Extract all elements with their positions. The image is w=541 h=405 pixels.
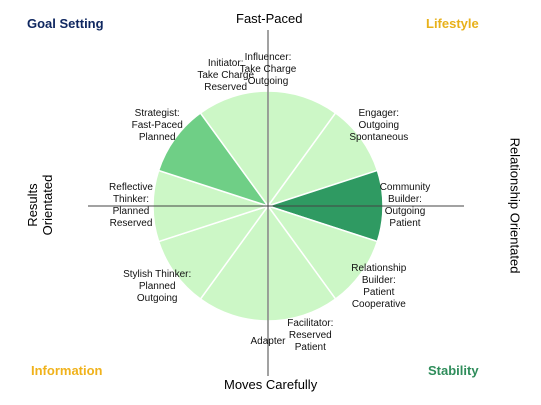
corner-stability: Stability: [428, 363, 479, 378]
segment-label-line: Planned: [138, 131, 176, 143]
segment-label-line: Strategist:: [134, 107, 180, 119]
segment-label-line: Community: [379, 182, 431, 193]
axis-label-right: Relationship Orientated: [507, 137, 523, 274]
axis-label-left-line1: Results: [25, 183, 40, 227]
wheel-segment-10: [199, 90, 269, 209]
segment-label-3: Community Builder: Outgoing Patient: [380, 182, 431, 230]
corner-information: Information: [31, 363, 103, 378]
axis-label-left-line2: Orientated: [40, 174, 55, 236]
segment-label-6: Adapter: [250, 336, 285, 348]
segment-label-line: Take Charge: [197, 69, 255, 81]
segment-label-line: Builder:: [388, 194, 422, 205]
segment-label-line: Initiator:: [207, 57, 244, 69]
wheel-segment-4: [266, 204, 379, 301]
segment-label-line: Influencer:: [244, 52, 292, 63]
wheel-segment-2: [266, 111, 379, 208]
segment-label-line: Facilitator:: [287, 318, 334, 330]
segment-label-line: Take Charge: [239, 64, 297, 75]
segment-label-line: Planned: [138, 280, 176, 292]
segment-label-line: Patient: [389, 218, 421, 229]
segment-label-line: Fast-Paced: [131, 119, 183, 131]
segment-label-line: Outgoing: [358, 119, 400, 131]
segment-label-line: Reserved: [109, 218, 153, 229]
segment-label-line: Reserved: [288, 330, 332, 342]
segment-label-line: Stylish Thinker:: [123, 268, 192, 280]
segment-label-line: Reflective: [109, 182, 153, 193]
segment-label-line: Patient: [363, 286, 395, 298]
segment-label-10: Initiator: Take Charge Reserved: [197, 58, 254, 94]
segment-label-line: Thinker:: [112, 194, 150, 205]
wheel-segment-9: [157, 111, 270, 208]
segment-label-2: Engager: Outgoing Spontaneous: [349, 108, 408, 144]
segment-label-line: Reserved: [204, 81, 248, 93]
segment-label-line: Spontaneous: [349, 131, 409, 143]
segment-label-9: Strategist: Fast-Paced Planned: [132, 108, 183, 144]
segment-label-1: Influencer: Take Charge Outgoing: [240, 52, 297, 88]
axis-label-bottom: Moves Carefully: [224, 377, 318, 392]
wheel-segment-1: [267, 90, 337, 209]
segment-label-line: Planned: [112, 206, 150, 217]
segment-label-7: Stylish Thinker: Planned Outgoing: [123, 269, 191, 305]
segment-label-line: Patient: [294, 342, 326, 354]
wheel-segment-6: [199, 203, 269, 322]
segment-label-line: Outgoing: [384, 206, 426, 217]
segment-label-line: Relationship: [351, 262, 407, 274]
segment-label-line: Engager:: [358, 107, 400, 119]
segment-label-line: Builder:: [361, 274, 396, 286]
corner-goal-setting: Goal Setting: [27, 16, 104, 31]
wheel-segment-7: [157, 204, 270, 301]
corner-lifestyle: Lifestyle: [426, 16, 479, 31]
segment-label-8: Reflective Thinker: Planned Reserved: [109, 182, 153, 230]
segment-label-line: Outgoing: [136, 292, 178, 304]
segment-label-4: Relationship Builder: Patient Cooperative: [351, 263, 406, 311]
segment-label-line: Cooperative: [351, 298, 406, 310]
segment-label-line: Outgoing: [247, 76, 289, 87]
segment-label-5: Facilitator: Reserved Patient: [287, 318, 333, 354]
wheel-segment-5: [267, 203, 337, 322]
axis-label-top: Fast-Paced: [236, 11, 303, 26]
axis-label-left: Results Orientated: [25, 165, 55, 245]
segment-label-line: Adapter: [250, 336, 286, 347]
